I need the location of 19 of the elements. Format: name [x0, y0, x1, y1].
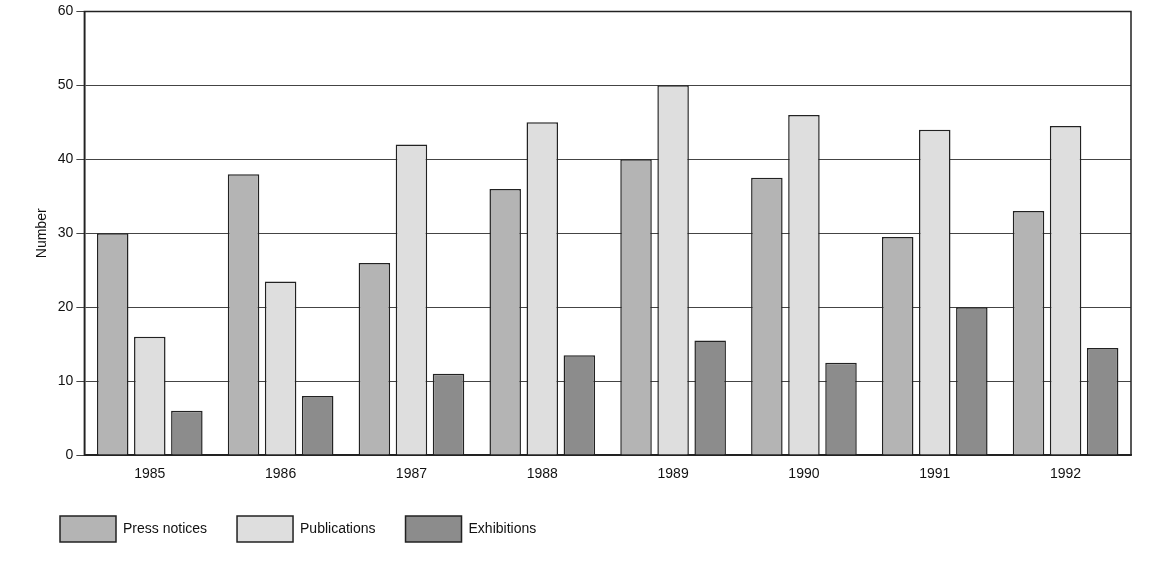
y-tick-label: 60	[57, 2, 74, 19]
legend-label: Exhibitions	[468, 519, 537, 536]
legend-label: Publications	[300, 519, 376, 536]
x-tick-label: 1991	[919, 465, 951, 482]
x-tick-label: 1988	[526, 465, 559, 482]
x-tick-label: 1992	[1050, 465, 1082, 482]
y-axis-title: Number	[33, 208, 50, 259]
y-tick-label: 30	[57, 224, 74, 241]
y-tick-label: 0	[65, 446, 74, 463]
legend-label: Press notices	[123, 519, 208, 536]
y-tick-label: 50	[57, 76, 74, 93]
x-tick-label: 1986	[265, 465, 297, 482]
x-tick-label: 1987	[395, 465, 428, 482]
y-tick-label: 40	[57, 150, 74, 167]
x-tick-label: 1990	[788, 465, 820, 482]
y-tick-label: 10	[57, 372, 74, 389]
x-tick-label: 1985	[134, 465, 166, 482]
x-tick-label: 1989	[657, 465, 689, 482]
y-tick-label: 20	[57, 298, 74, 315]
